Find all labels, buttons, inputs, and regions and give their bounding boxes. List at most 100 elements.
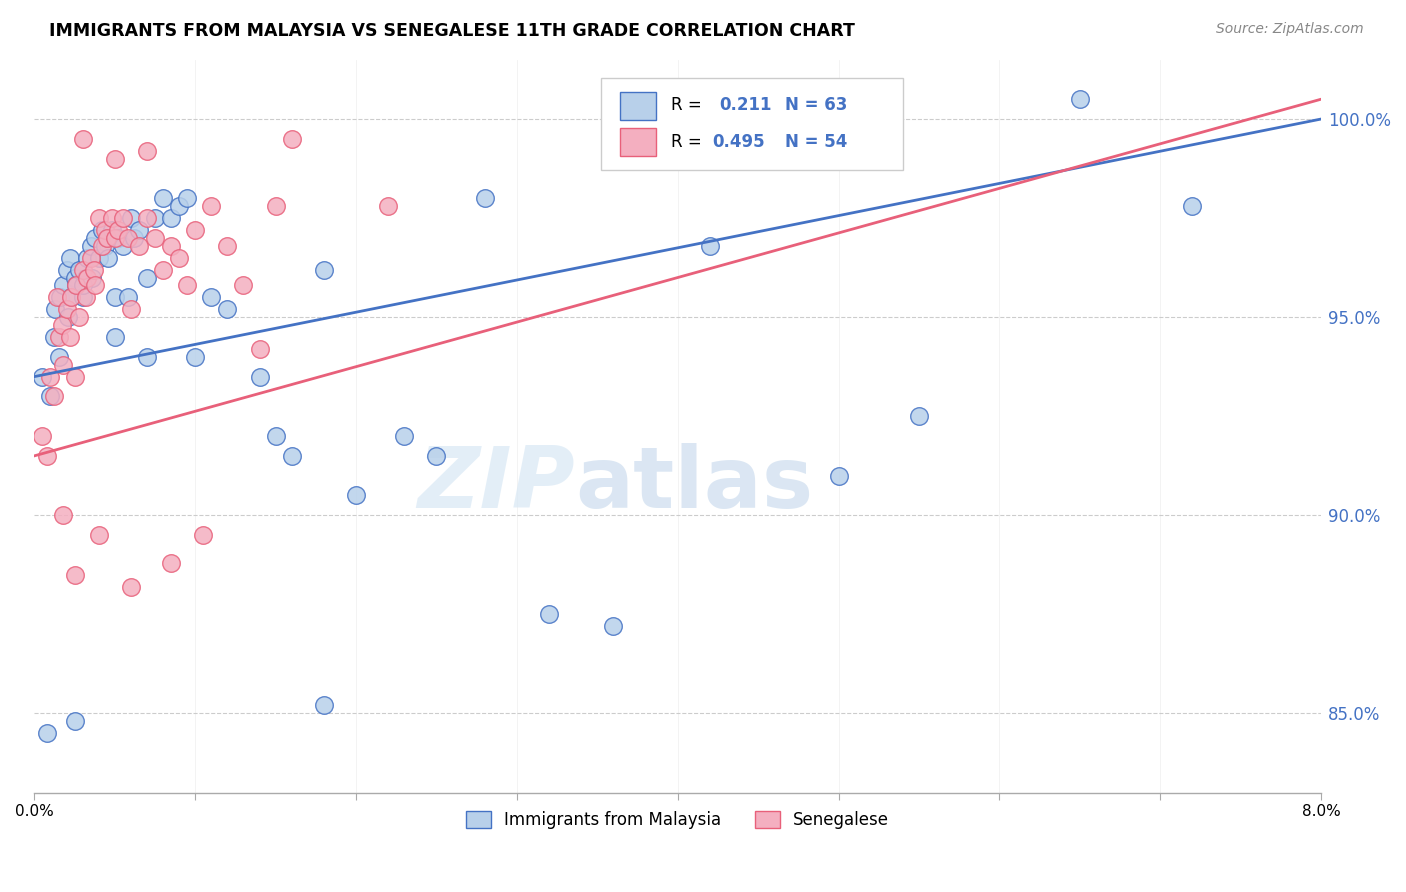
Point [84, 231, 107, 245]
Point [42, 389, 65, 403]
Point [65, 278, 87, 293]
Point [699, 239, 721, 253]
Point [264, 429, 287, 443]
Text: atlas: atlas [575, 443, 813, 526]
Point [120, 580, 142, 594]
Text: N = 63: N = 63 [785, 96, 846, 114]
Point [136, 211, 159, 226]
Point [76, 270, 98, 285]
Point [160, 239, 183, 253]
Point [59, 251, 82, 265]
Point [52, 508, 75, 523]
Text: ZIP: ZIP [418, 443, 575, 526]
Point [143, 211, 166, 226]
Point [45, 290, 67, 304]
Point [87, 251, 110, 265]
Point [425, 449, 447, 463]
Point [122, 231, 145, 245]
Point [72, 132, 94, 146]
Point [249, 369, 271, 384]
Point [128, 223, 150, 237]
Point [31, 369, 53, 384]
Point [65, 278, 87, 293]
Point [87, 211, 110, 226]
Text: 0.211: 0.211 [718, 96, 772, 114]
Point [96, 231, 118, 245]
Point [56, 310, 79, 325]
Point [111, 239, 134, 253]
Point [538, 607, 561, 622]
Point [79, 239, 101, 253]
Point [87, 528, 110, 542]
Point [44, 302, 66, 317]
Point [104, 290, 127, 304]
Point [120, 211, 142, 226]
Point [60, 290, 83, 304]
Point [217, 239, 239, 253]
Point [84, 278, 107, 293]
Point [312, 698, 335, 713]
Point [100, 211, 122, 226]
Text: R =: R = [671, 96, 713, 114]
Point [82, 270, 104, 285]
Point [200, 290, 222, 304]
Legend: Immigrants from Malaysia, Senegalese: Immigrants from Malaysia, Senegalese [460, 804, 896, 836]
Point [63, 369, 86, 384]
Point [827, 468, 849, 483]
Point [90, 223, 112, 237]
Point [908, 409, 931, 424]
Point [111, 211, 134, 226]
Point [94, 223, 117, 237]
Point [104, 231, 127, 245]
Point [97, 251, 120, 265]
Point [160, 556, 183, 570]
Bar [620, 128, 655, 155]
Point [83, 262, 105, 277]
Point [167, 251, 190, 265]
Point [72, 290, 94, 304]
Point [72, 262, 94, 277]
Point [280, 132, 302, 146]
Point [602, 619, 624, 633]
Point [104, 152, 127, 166]
Bar [620, 92, 655, 120]
Point [60, 290, 83, 304]
Point [63, 270, 86, 285]
Point [39, 389, 62, 403]
Point [217, 302, 239, 317]
Point [160, 211, 183, 226]
Point [42, 330, 65, 344]
Point [75, 270, 97, 285]
Point [200, 199, 222, 213]
Point [152, 191, 174, 205]
Point [31, 429, 53, 443]
Point [312, 262, 335, 277]
Point [55, 262, 77, 277]
Point [96, 231, 118, 245]
Point [39, 369, 62, 384]
Text: 0.495: 0.495 [713, 133, 765, 151]
Text: N = 54: N = 54 [785, 133, 846, 151]
FancyBboxPatch shape [600, 78, 903, 169]
Point [136, 144, 159, 158]
Point [167, 199, 190, 213]
Point [37, 449, 59, 463]
Point [280, 449, 302, 463]
Point [344, 488, 367, 502]
Point [59, 330, 82, 344]
Point [90, 239, 112, 253]
Point [193, 528, 215, 542]
Point [48, 330, 70, 344]
Point [67, 262, 90, 277]
Point [136, 350, 159, 364]
Point [94, 239, 117, 253]
Point [107, 231, 129, 245]
Point [120, 302, 142, 317]
Point [152, 262, 174, 277]
Point [474, 191, 496, 205]
Point [63, 714, 86, 729]
Point [52, 278, 75, 293]
Point [117, 290, 139, 304]
Point [232, 278, 254, 293]
Point [143, 231, 166, 245]
